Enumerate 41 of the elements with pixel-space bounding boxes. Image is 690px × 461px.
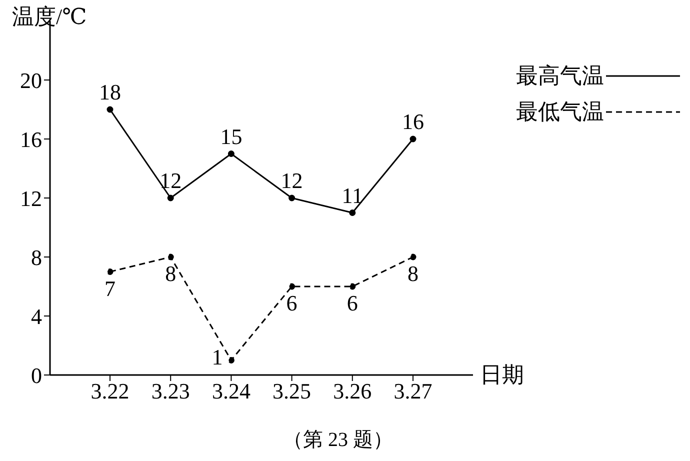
y-tick-label: 12	[20, 186, 42, 211]
data-label: 7	[104, 276, 116, 301]
data-label: 8	[165, 261, 176, 286]
point	[288, 283, 296, 290]
x-tick-label: 3.25	[272, 378, 312, 404]
x-tick-label: 3.27	[394, 378, 432, 404]
point	[288, 194, 296, 202]
data-label: 1	[212, 344, 223, 370]
point	[228, 357, 234, 364]
point	[410, 136, 416, 142]
point	[349, 283, 356, 290]
data-label: 18	[99, 80, 121, 104]
point	[228, 150, 234, 157]
data-label: 6	[346, 290, 358, 316]
point	[106, 268, 114, 275]
x-tick-label: 3.23	[151, 378, 190, 404]
y-tick-label: 20	[20, 68, 42, 93]
data-label: 8	[408, 261, 418, 286]
data-label: 15	[220, 124, 242, 149]
point	[106, 106, 114, 113]
x-axis-title: 日期	[480, 361, 524, 389]
x-tick-label: 3.22	[90, 378, 130, 404]
point	[167, 194, 174, 202]
y-tick-label: 4	[31, 304, 42, 329]
y-tick-label: 8	[31, 244, 42, 270]
point	[167, 254, 174, 260]
x-tick-label: 3.26	[333, 378, 372, 404]
data-label: 12	[160, 168, 182, 193]
x-tick-label: 3.24	[212, 378, 250, 404]
y-tick-label: 0	[31, 362, 42, 388]
legend-label: 最低气温	[516, 98, 604, 126]
legend-label: 最高气温	[516, 62, 604, 90]
data-label: 11	[342, 182, 363, 208]
data-label: 12	[280, 168, 303, 193]
data-label: 6	[286, 290, 298, 316]
point	[349, 210, 356, 216]
data-label: 16	[402, 109, 424, 134]
point	[410, 254, 416, 260]
y-tick-label: 16	[20, 126, 42, 152]
text: （第 23 题）	[282, 428, 394, 453]
y-axis-title: 温度/℃	[12, 3, 87, 31]
